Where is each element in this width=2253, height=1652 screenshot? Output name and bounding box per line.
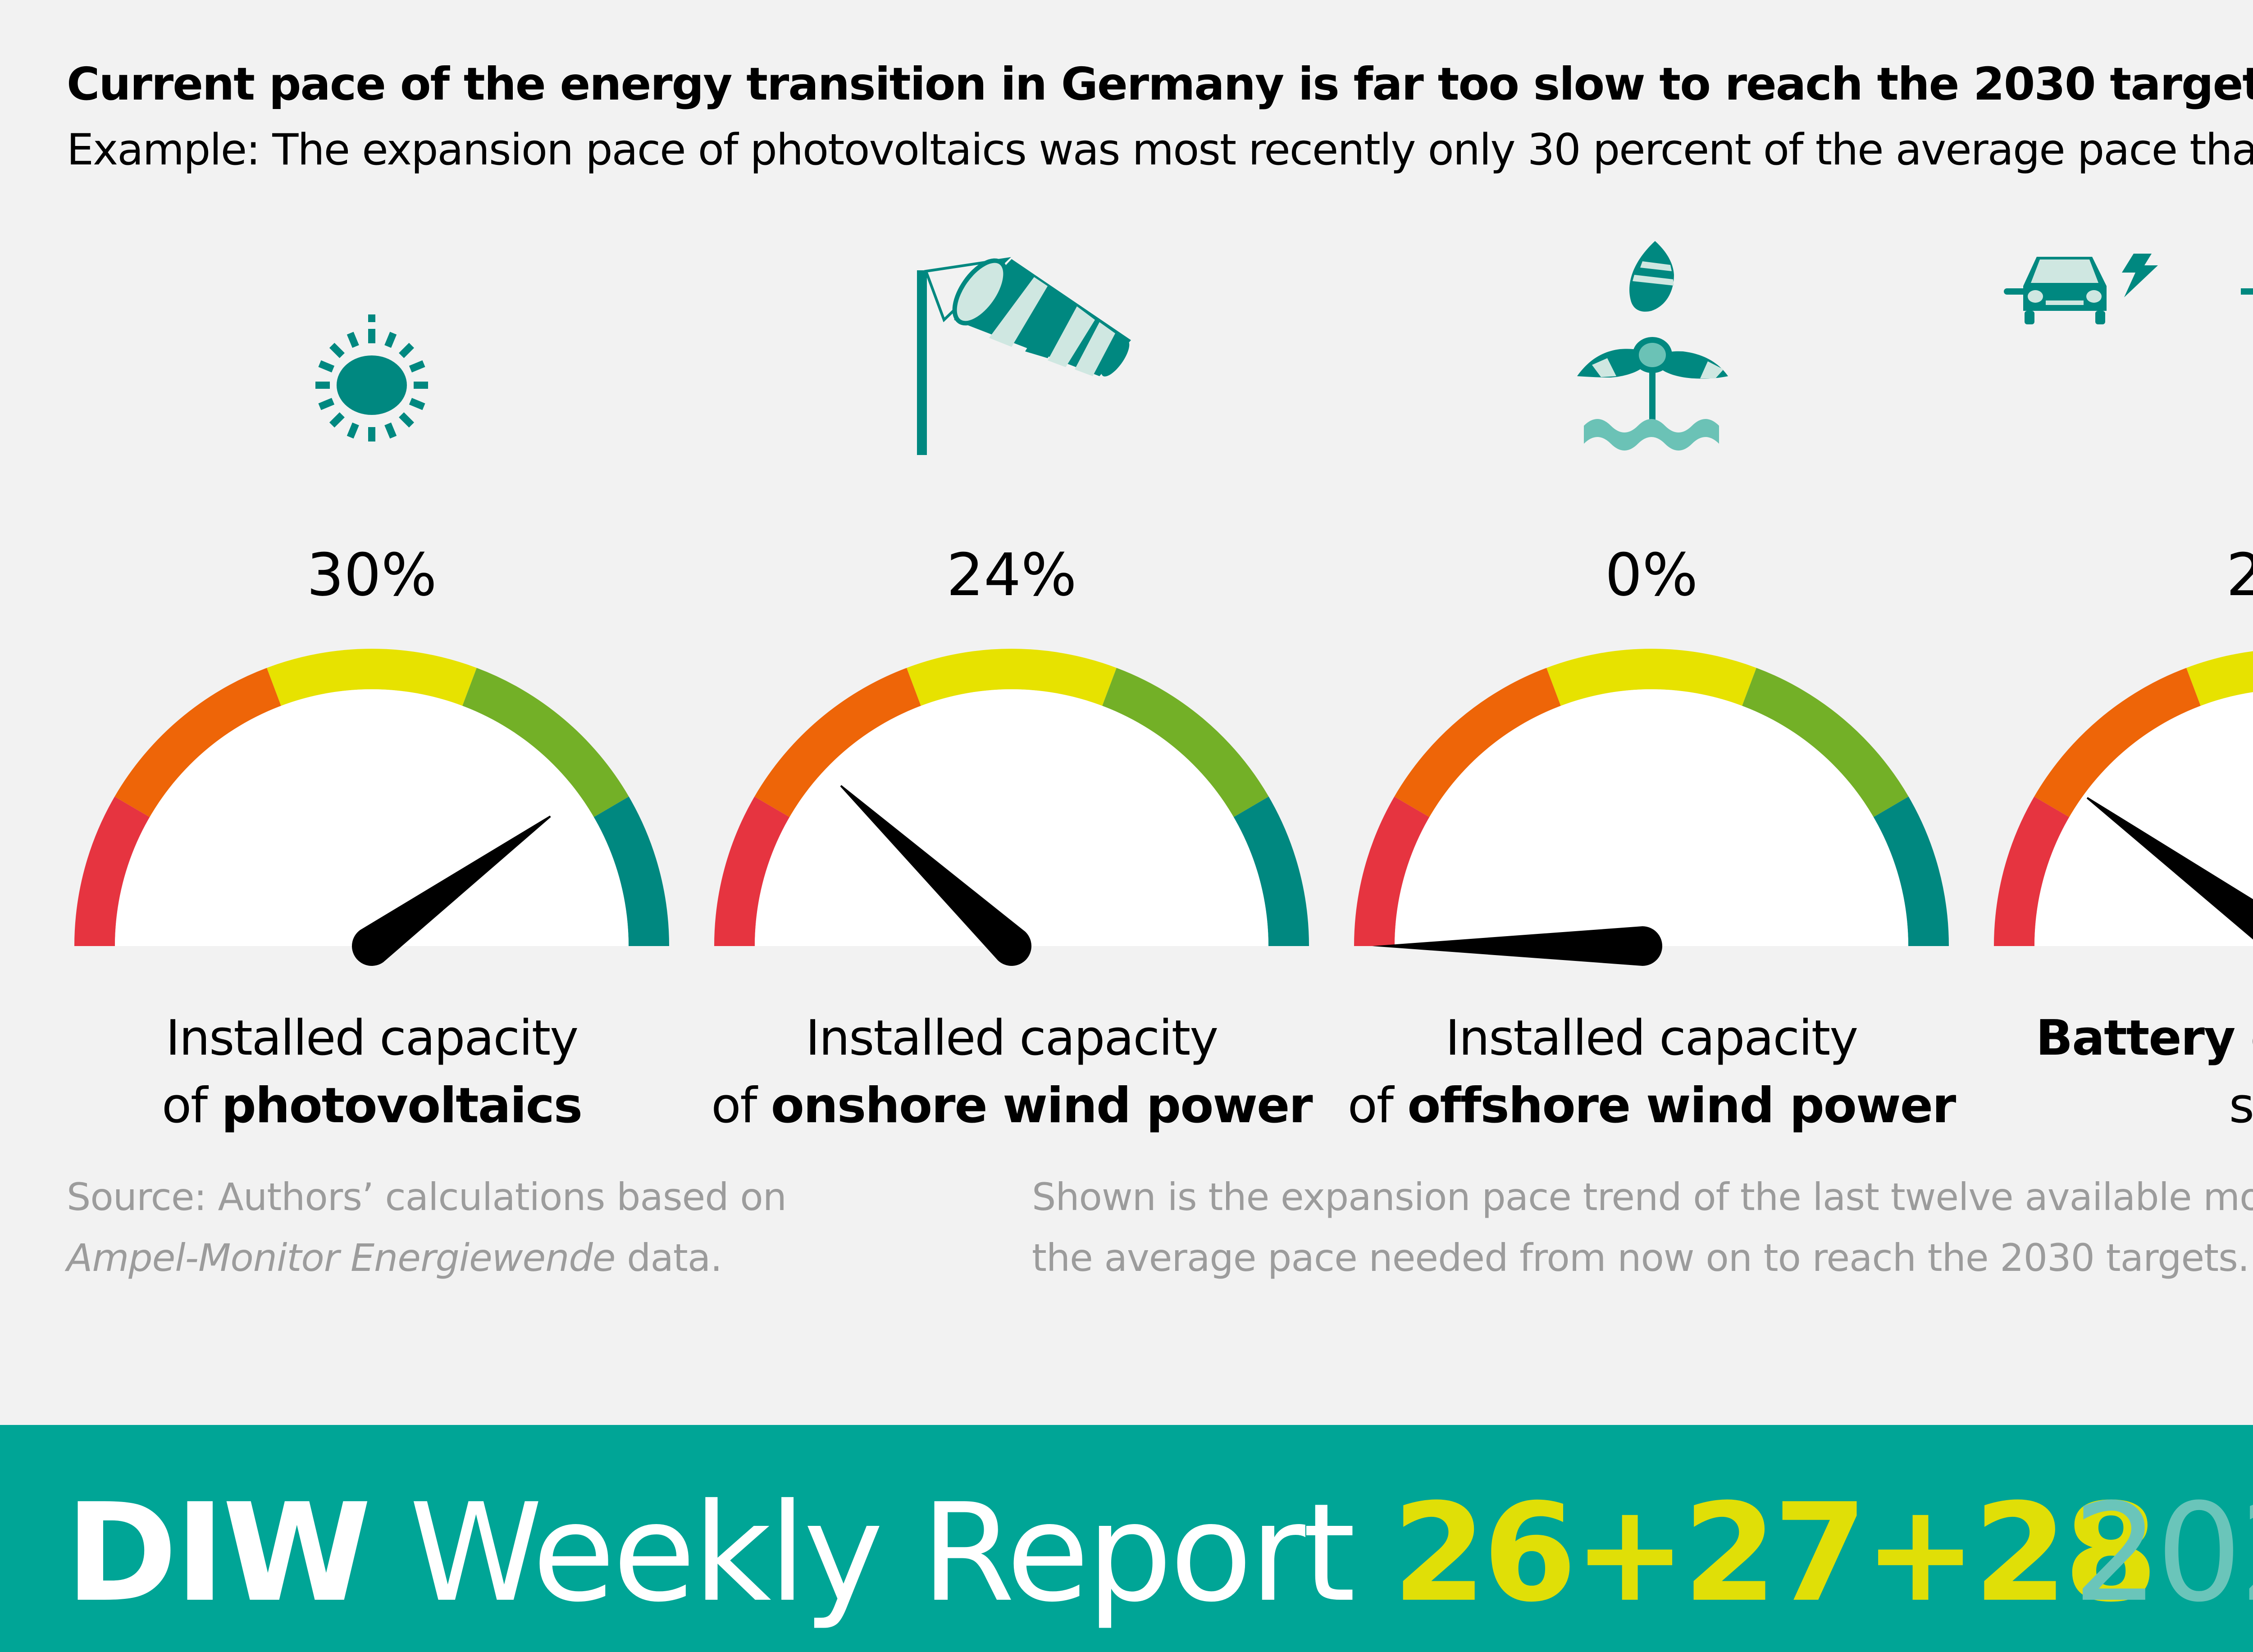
chart-subtitle: Example: The expansion pace of photovolt… <box>67 125 2253 175</box>
chart-title: Current pace of the energy transition in… <box>67 58 2253 110</box>
gauge-value: 24% <box>946 541 1077 609</box>
gauge-needle <box>352 815 551 966</box>
gauge-dial <box>1354 649 1949 966</box>
gauge-value: 30% <box>306 541 437 609</box>
gauge-label: Installed capacity of photovoltaics <box>161 1010 583 1134</box>
offshore-wind-turbine-icon <box>1577 241 1728 451</box>
gauge-needle <box>2086 797 2253 966</box>
gauge-dial <box>1994 651 2253 966</box>
gauge-panel-offshore-wind: 0% Installed capacity of offshore wind p… <box>1332 225 1971 1134</box>
gauge-panel-photovoltaics: 30% Installed capacity of photovoltaics <box>52 225 692 1134</box>
gauge-dial <box>714 649 1309 966</box>
gauge-value: 0% <box>1605 541 1698 609</box>
explanation-note: Shown is the expansion pace trend of the… <box>1032 1175 2253 1280</box>
source-note: Source: Authors’ calculations based on A… <box>67 1175 787 1280</box>
issue-number: 26+27+28 <box>1392 1475 2158 1632</box>
gauge-panel-onshore-wind: 24% Installed capacity of onshore wind p… <box>692 225 1332 1134</box>
gauge-needle <box>1372 926 1662 966</box>
gauge-label: Installed capacity of onshore wind power <box>711 1010 1313 1134</box>
sun-icon <box>315 314 428 441</box>
gauge-label: Installed capacity of offshore wind powe… <box>1347 1010 1956 1134</box>
windsock-icon <box>917 257 1131 455</box>
gauge-panel-battery-electric-cars: 20% Battery electric car stock <box>1971 225 2253 1134</box>
gauge-needle <box>840 785 1031 966</box>
gauge-label: Battery electric car stock <box>2035 1010 2253 1134</box>
electric-car-icon <box>2004 254 2253 324</box>
gauge-dial <box>74 649 669 966</box>
footer-banner: DIW Weekly Report 26+27+28 2022 DIW BERL… <box>0 1425 2253 1652</box>
issue-year: 2022 <box>2073 1475 2253 1632</box>
gauge-value: 20% <box>2226 541 2253 609</box>
publication-name: DIW Weekly Report <box>65 1475 1356 1632</box>
